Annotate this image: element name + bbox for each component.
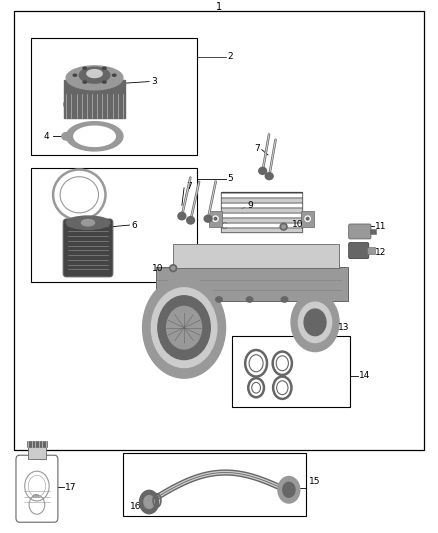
Bar [221, 193, 302, 197]
Bar [221, 223, 302, 227]
Circle shape [158, 296, 210, 360]
Ellipse shape [73, 74, 77, 76]
Bar [28, 446, 46, 459]
Ellipse shape [113, 74, 116, 76]
Ellipse shape [265, 173, 273, 180]
Bar [173, 244, 339, 268]
Text: 4: 4 [43, 132, 49, 141]
Circle shape [143, 277, 226, 378]
Ellipse shape [213, 216, 218, 221]
Ellipse shape [178, 212, 186, 220]
Text: 15: 15 [308, 478, 320, 486]
Ellipse shape [83, 67, 86, 69]
Ellipse shape [187, 216, 194, 224]
Ellipse shape [185, 297, 192, 302]
Ellipse shape [282, 225, 286, 228]
Circle shape [278, 477, 300, 503]
Text: 5: 5 [228, 174, 233, 183]
Ellipse shape [66, 66, 123, 90]
Bar [14, 11, 424, 450]
Ellipse shape [305, 216, 310, 221]
Ellipse shape [66, 216, 110, 229]
Ellipse shape [204, 215, 212, 222]
Text: 2: 2 [228, 52, 233, 61]
Circle shape [151, 288, 217, 368]
Text: 17: 17 [65, 482, 77, 491]
Bar [221, 198, 302, 202]
Ellipse shape [280, 223, 287, 230]
Bar [64, 80, 125, 118]
Bar [27, 441, 46, 447]
Bar [221, 228, 302, 232]
Ellipse shape [66, 122, 123, 151]
Circle shape [144, 496, 154, 508]
Circle shape [291, 293, 339, 352]
Text: 9: 9 [247, 201, 253, 211]
Bar [221, 203, 302, 207]
Text: 3: 3 [151, 77, 157, 86]
Ellipse shape [83, 81, 86, 83]
Bar [301, 211, 314, 227]
Circle shape [283, 482, 295, 497]
Text: 13: 13 [338, 322, 349, 332]
Bar [31, 38, 197, 155]
Bar [370, 229, 376, 234]
Text: 14: 14 [359, 371, 370, 380]
Ellipse shape [246, 297, 253, 302]
Circle shape [140, 490, 159, 514]
Text: 10: 10 [152, 264, 163, 273]
Ellipse shape [171, 266, 175, 270]
Ellipse shape [79, 67, 110, 83]
Bar [221, 218, 302, 222]
Ellipse shape [87, 70, 102, 78]
Ellipse shape [214, 217, 217, 220]
Ellipse shape [81, 220, 95, 226]
Ellipse shape [102, 67, 106, 69]
Bar [221, 208, 302, 212]
Ellipse shape [259, 167, 267, 174]
Ellipse shape [216, 297, 222, 302]
Bar [123, 453, 306, 516]
FancyBboxPatch shape [16, 455, 58, 522]
Ellipse shape [64, 91, 125, 118]
Text: 1: 1 [216, 2, 222, 12]
FancyBboxPatch shape [349, 224, 371, 239]
Bar [367, 247, 375, 254]
Text: 8: 8 [221, 222, 227, 231]
Text: OIL: OIL [33, 494, 41, 499]
Circle shape [166, 306, 201, 349]
Ellipse shape [170, 265, 177, 272]
Ellipse shape [281, 297, 288, 302]
Ellipse shape [306, 217, 309, 220]
Bar [155, 266, 348, 301]
Text: 12: 12 [375, 248, 387, 257]
Bar [31, 168, 197, 282]
Ellipse shape [102, 81, 106, 83]
Bar [221, 213, 302, 217]
Circle shape [298, 302, 332, 343]
Text: 16: 16 [130, 502, 141, 511]
Text: 6: 6 [132, 221, 138, 230]
Circle shape [304, 309, 326, 336]
Bar [232, 336, 350, 407]
Bar [221, 192, 302, 232]
Text: 11: 11 [375, 222, 387, 231]
Ellipse shape [74, 126, 115, 147]
Text: 10: 10 [292, 220, 304, 229]
Bar [209, 211, 222, 227]
Text: 7: 7 [186, 182, 192, 191]
FancyBboxPatch shape [63, 219, 113, 277]
Text: 7: 7 [254, 144, 260, 153]
Ellipse shape [62, 133, 71, 140]
FancyBboxPatch shape [349, 243, 369, 259]
